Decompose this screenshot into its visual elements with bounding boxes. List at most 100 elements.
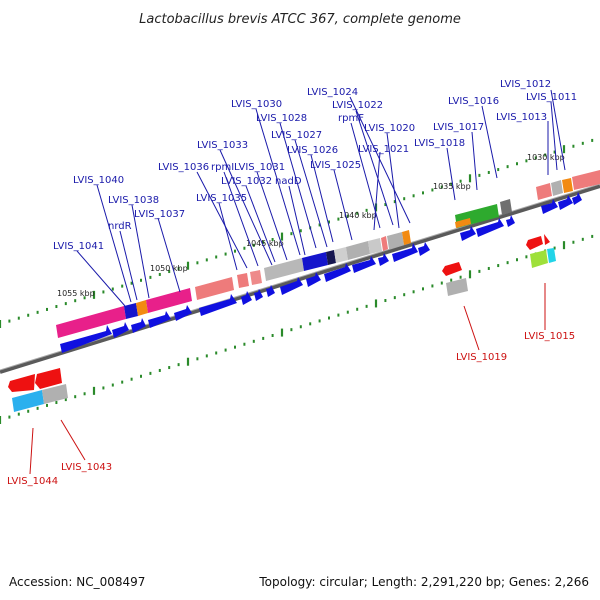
gene-label: LVIS_1026 — [287, 145, 338, 156]
cds-arrow — [174, 305, 192, 321]
gene-label: LVIS_1015 — [524, 331, 575, 342]
feature-block — [195, 277, 234, 300]
gene-label: LVIS_1021 — [358, 144, 409, 155]
gene-label: LVIS_1036 — [158, 162, 209, 173]
kbp-label: 1035 kbp — [433, 182, 471, 191]
cds-arrow — [241, 291, 252, 305]
gene-label: LVIS_1035 — [196, 193, 247, 204]
cds-arrow — [306, 272, 321, 287]
feature-block — [136, 300, 148, 316]
gene-label: LVIS_1040 — [73, 175, 124, 186]
leader-lines — [76, 89, 566, 307]
gene-label: LVIS_1041 — [53, 241, 104, 252]
cds-arrow — [418, 242, 430, 256]
kbp-label: 1040 kbp — [339, 211, 377, 220]
feature-block — [334, 247, 348, 263]
gene-label: LVIS_1030 — [231, 99, 282, 110]
feature-block — [12, 390, 44, 412]
gene-label: LVIS_1020 — [364, 123, 415, 134]
gene-label: rpmF — [338, 113, 364, 124]
gene-label: LVIS_1016 — [448, 96, 499, 107]
gene-label: LVIS_1024 — [307, 87, 358, 98]
reverse-leader-lines — [29, 283, 546, 475]
gene-label: LVIS_1037 — [134, 209, 185, 220]
gene-label: LVIS_1033 — [197, 140, 248, 151]
cds-arrow — [112, 322, 129, 338]
gene-label: LVIS_1044 — [7, 476, 58, 487]
kbp-label: 1055 kbp — [57, 289, 95, 298]
gene-label: rpmI — [211, 162, 234, 173]
cds-arrow — [460, 226, 476, 241]
feature-block — [536, 183, 552, 200]
feature-block — [42, 384, 68, 404]
cds-arrow — [199, 294, 237, 316]
gene-label: nadD — [275, 176, 302, 187]
gene-label: LVIS_1025 — [310, 160, 361, 171]
feature-block — [368, 238, 382, 254]
feature-block — [56, 306, 126, 338]
cds-arrow — [280, 277, 303, 295]
gene-label: LVIS_1017 — [433, 122, 484, 133]
genome-backbone — [0, 183, 600, 374]
kbp-label: 1045 kbp — [246, 239, 284, 248]
feature-block — [326, 250, 336, 265]
gene-label: LVIS_1027 — [271, 130, 322, 141]
feature-block — [124, 303, 138, 319]
feature-block — [346, 241, 370, 260]
reverse-feature-track — [8, 234, 556, 412]
gene-label: LVIS_1022 — [332, 100, 383, 111]
feature-block — [530, 250, 548, 268]
feature-block — [547, 248, 556, 263]
map-title: Lactobacillus brevis ATCC 367, complete … — [139, 12, 461, 27]
kbp-label: 1030 kbp — [527, 153, 565, 162]
gene-label: LVIS_1013 — [496, 112, 547, 123]
reverse-cds-arrow — [526, 236, 543, 250]
feature-block — [402, 230, 411, 245]
reverse-gene-labels: LVIS_1015 LVIS_1019 LVIS_1043 LVIS_1044 — [7, 331, 575, 487]
gene-label: LVIS_1012 — [500, 79, 551, 90]
gene-label: LVIS_1011 — [526, 92, 577, 103]
cds-arrow — [266, 285, 275, 297]
feature-block — [562, 178, 573, 193]
gene-label: LVIS_1028 — [256, 113, 307, 124]
forward-gene-labels: LVIS_1012 LVIS_1011 LVIS_1013 LVIS_1016 … — [53, 79, 577, 252]
reverse-cds-arrow — [35, 368, 62, 389]
forward-cds-track — [60, 192, 582, 353]
kbp-labels: 1030 kbp 1035 kbp 1040 kbp 1045 kbp 1050… — [57, 153, 565, 298]
cds-arrow — [541, 199, 558, 214]
gene-label: nrdR — [108, 221, 132, 232]
feature-block — [302, 252, 328, 271]
cds-arrow — [392, 243, 418, 262]
cds-arrow — [352, 256, 376, 273]
cds-arrow — [378, 253, 389, 266]
cds-arrow — [131, 318, 146, 333]
cds-arrow — [254, 289, 263, 301]
feature-block — [237, 273, 249, 288]
reverse-cds-arrow — [544, 234, 550, 245]
gene-label: LVIS_1032 — [221, 176, 272, 187]
feature-block — [250, 270, 262, 285]
gene-label: LVIS_1038 — [108, 195, 159, 206]
accession-text: Accession: NC_008497 — [9, 575, 145, 589]
reverse-cds-arrow — [442, 262, 462, 276]
feature-block — [500, 199, 512, 215]
feature-block — [146, 288, 192, 313]
gene-label: LVIS_1018 — [414, 138, 465, 149]
kbp-label: 1050 kbp — [150, 264, 188, 273]
gene-label: LVIS_1031 — [234, 162, 285, 173]
feature-block — [446, 278, 468, 296]
reverse-cds-arrow — [8, 374, 35, 392]
feature-block — [381, 236, 388, 251]
cds-arrow — [558, 195, 573, 210]
gene-label: LVIS_1019 — [456, 352, 507, 363]
cds-arrow — [572, 192, 582, 205]
gene-label: LVIS_1043 — [61, 462, 112, 473]
topology-text: Topology: circular; Length: 2,291,220 bp… — [258, 575, 589, 589]
cds-arrow — [476, 218, 504, 237]
forward-feature-track — [56, 170, 600, 338]
cds-arrow — [60, 325, 112, 353]
cds-arrow — [324, 263, 351, 282]
feature-block — [551, 180, 563, 196]
feature-block — [264, 258, 304, 281]
